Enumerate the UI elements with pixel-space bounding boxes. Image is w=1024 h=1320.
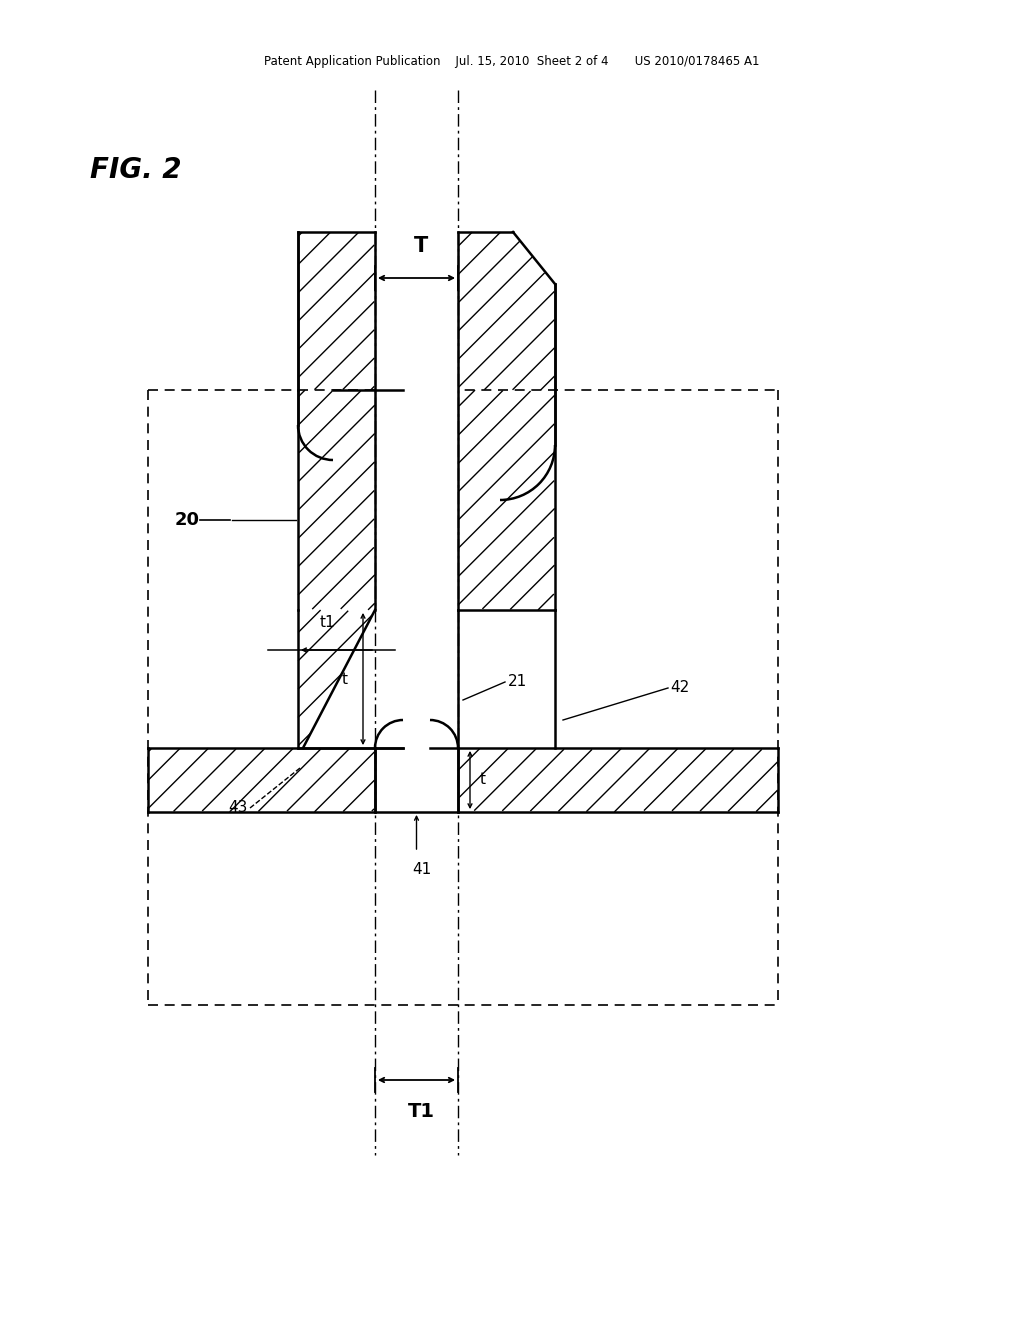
Bar xyxy=(458,610,555,748)
Text: Patent Application Publication    Jul. 15, 2010  Sheet 2 of 4       US 2010/0178: Patent Application Publication Jul. 15, … xyxy=(264,55,760,69)
Text: 42: 42 xyxy=(670,681,689,696)
Text: t1: t1 xyxy=(319,615,335,630)
Text: 41: 41 xyxy=(412,862,431,876)
Text: t: t xyxy=(480,772,486,788)
Text: T: T xyxy=(415,236,429,256)
Text: 21: 21 xyxy=(508,675,527,689)
Bar xyxy=(375,232,458,610)
Text: T1: T1 xyxy=(408,1102,435,1121)
Text: 43: 43 xyxy=(228,800,248,816)
Text: 20: 20 xyxy=(175,511,200,529)
Text: t: t xyxy=(342,672,348,686)
Bar xyxy=(375,748,458,812)
Text: FIG. 2: FIG. 2 xyxy=(90,156,181,183)
